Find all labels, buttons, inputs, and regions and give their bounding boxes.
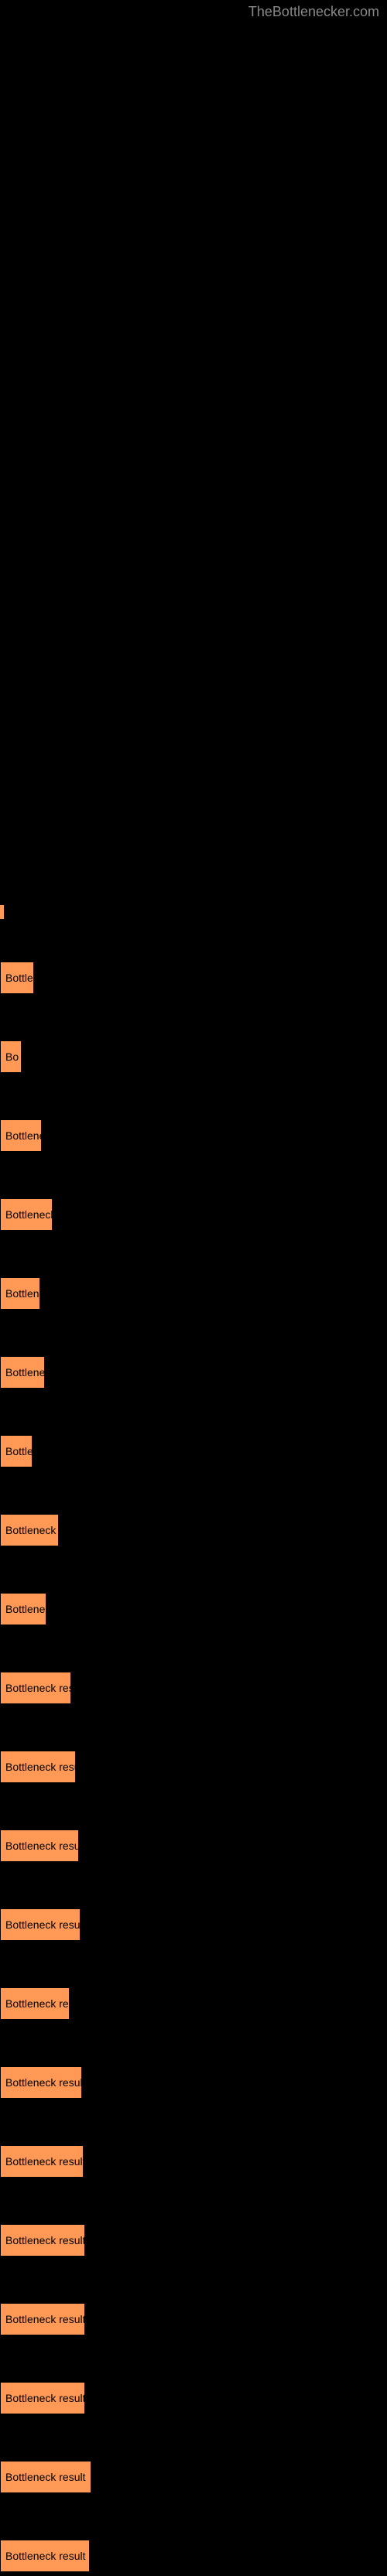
bottleneck-bar[interactable]: Bottleneck result xyxy=(0,1830,79,1862)
bottleneck-bar[interactable]: Bottleneck result xyxy=(0,2303,85,2335)
item-container: Bottleneck res xyxy=(0,1987,387,2024)
bottleneck-bar[interactable]: Bottleneck resu xyxy=(0,1672,71,1704)
item-container: Bottleneck result xyxy=(0,2145,387,2181)
item-container: Bottleneck result xyxy=(0,2540,387,2576)
bottleneck-bar[interactable]: Bottleneck result xyxy=(0,2540,90,2572)
bottleneck-bar[interactable]: Bottleneck result xyxy=(0,1751,76,1783)
item-container: Bottlenec xyxy=(0,1356,387,1392)
bottleneck-bar[interactable]: Bottlene xyxy=(0,1119,42,1152)
bottleneck-bar[interactable]: Bottlene xyxy=(0,1593,46,1625)
bottleneck-bar[interactable]: Bottlen xyxy=(0,1277,40,1310)
bottleneck-bar[interactable]: Bo xyxy=(0,1040,22,1073)
small-marker-container xyxy=(0,905,387,919)
item-container: Bottle xyxy=(0,1435,387,1471)
item-container: Bottleneck xyxy=(0,1198,387,1235)
bottleneck-bar[interactable]: Bottleneck result xyxy=(0,2066,82,2099)
item-container: Bottleneck result xyxy=(0,2303,387,2339)
bottleneck-bar[interactable]: Bottleneck xyxy=(0,1198,53,1231)
item-container: Bottleneck result xyxy=(0,1751,387,1787)
bottleneck-items-list: Bottle Bo Bottlene Bottleneck Bottlen Bottlen… xyxy=(0,962,387,2576)
item-container: Bottleneck result xyxy=(0,2461,387,2497)
item-container: Bottleneck result xyxy=(0,2382,387,2418)
bottleneck-bar[interactable]: Bottleneck result xyxy=(0,2461,91,2493)
bottleneck-bar[interactable]: Bottleneck r xyxy=(0,1514,59,1546)
bottleneck-bar[interactable]: Bottleneck result xyxy=(0,2224,85,2257)
item-container: Bottleneck result xyxy=(0,1908,387,1945)
bottleneck-bar[interactable]: Bottleneck result xyxy=(0,1908,80,1941)
item-container: Bottleneck result xyxy=(0,2066,387,2103)
bottleneck-bar[interactable]: Bottlenec xyxy=(0,1356,45,1389)
watermark-text: TheBottlenecker.com xyxy=(248,4,379,20)
item-container: Bottleneck resu xyxy=(0,1672,387,1708)
bottleneck-bar[interactable]: Bottleneck result xyxy=(0,2145,84,2178)
item-container: Bo xyxy=(0,1040,387,1077)
bottleneck-bar[interactable]: Bottle xyxy=(0,962,34,994)
bottleneck-bar[interactable]: Bottleneck res xyxy=(0,1987,70,2020)
item-container: Bottleneck r xyxy=(0,1514,387,1550)
item-container: Bottle xyxy=(0,962,387,998)
bottleneck-bar[interactable]: Bottleneck result xyxy=(0,2382,85,2414)
item-container: Bottlen xyxy=(0,1277,387,1314)
top-black-section xyxy=(0,0,387,905)
item-container: Bottleneck result xyxy=(0,2224,387,2260)
small-marker xyxy=(0,905,4,919)
bottleneck-bar[interactable]: Bottle xyxy=(0,1435,33,1467)
item-container: Bottleneck result xyxy=(0,1830,387,1866)
item-container: Bottlene xyxy=(0,1593,387,1629)
item-container: Bottlene xyxy=(0,1119,387,1156)
